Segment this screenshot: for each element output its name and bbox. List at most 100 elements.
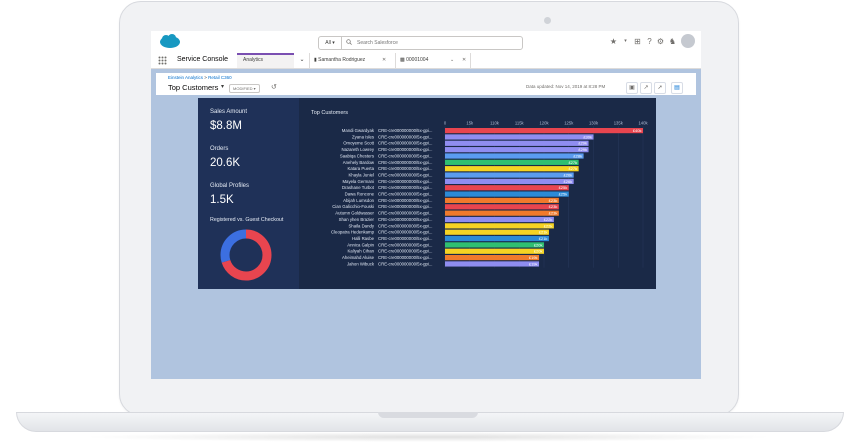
dashboard-header: Einstein Analytics > Retail C360 Top Cus… xyxy=(156,73,696,95)
app-launcher-icon[interactable] xyxy=(158,56,167,65)
customer-id-label: CRE-cre000000000/5x-gpi... xyxy=(378,128,432,133)
dashboard-canvas: Sales Amount $8.8M Orders 20.6K Global P… xyxy=(198,98,656,289)
bar-value-label: £25k xyxy=(559,185,568,190)
bar[interactable] xyxy=(445,248,544,254)
search-icon xyxy=(346,39,352,45)
bar[interactable] xyxy=(445,242,544,248)
customer-name-label: Annica Galpin xyxy=(347,242,374,247)
bar[interactable] xyxy=(445,159,579,165)
status-badge[interactable]: MODIFIED ▾ xyxy=(229,84,260,93)
bar[interactable] xyxy=(445,185,569,191)
tab-menu-chevron-down-icon[interactable]: ⌄ xyxy=(299,57,305,63)
bar[interactable] xyxy=(445,191,569,197)
salesforce-logo[interactable] xyxy=(159,34,181,49)
bar[interactable] xyxy=(445,229,549,235)
case-icon: ▩ xyxy=(400,57,405,63)
customer-name-label: Mayela Germani xyxy=(342,179,374,184)
favorites-chevron-down-icon[interactable]: ▾ xyxy=(624,38,627,44)
chart-icon[interactable]: ▤ xyxy=(671,82,683,94)
global-actions-plus-icon[interactable]: ⊞ xyxy=(634,37,641,46)
bar[interactable] xyxy=(445,147,589,153)
notifications-bell-icon[interactable]: ♞ xyxy=(668,37,677,46)
customer-name-label: Khayla Juniel xyxy=(348,172,374,177)
customer-id-label: CRE-cre000000000/5x-gpi... xyxy=(378,179,432,184)
bar[interactable] xyxy=(445,204,559,210)
donut-title: Registered vs. Guest Checkout xyxy=(210,217,284,223)
bar[interactable] xyxy=(445,134,594,140)
bar[interactable] xyxy=(445,235,549,242)
breadcrumb-link-retail-c360[interactable]: Retail C360 xyxy=(208,75,232,80)
kpi-value-orders[interactable]: 20.6K xyxy=(210,157,241,169)
bar[interactable] xyxy=(445,140,589,146)
x-tick-label: 140k xyxy=(638,121,648,126)
tab-samantha-rodriguez[interactable]: ▮ Samantha Rodriguez ✕ xyxy=(309,53,393,68)
status-badge-label: MODIFIED xyxy=(233,86,253,91)
tab-case-00001004[interactable]: ▩ 00001004 ⌄ ✕ xyxy=(395,53,471,68)
bar-value-label: £19k xyxy=(529,261,538,266)
bar[interactable] xyxy=(445,178,574,184)
global-header: All ▾ ★ ▾ ⊞ ? ⚙ ♞ xyxy=(151,31,701,54)
customer-id-label: CRE-cre000000000/5x-gpi... xyxy=(378,166,432,171)
data-updated-text: Data updated: Nov 14, 2019 at 8:28 PM xyxy=(526,84,606,89)
bar-value-label: £29k xyxy=(578,141,587,146)
bar-value-label: £21k xyxy=(539,236,548,241)
bar[interactable] xyxy=(445,197,559,204)
tab-close-icon[interactable]: ✕ xyxy=(462,57,467,63)
setup-gear-icon[interactable]: ⚙ xyxy=(656,37,665,46)
bar-value-label: £20k xyxy=(534,242,543,247)
x-tick-label: 120k xyxy=(539,121,549,126)
customer-name-label: Nazareth Lowrey xyxy=(342,147,375,152)
laptop-notch xyxy=(378,412,478,418)
bar[interactable] xyxy=(445,255,540,261)
x-tick-label: 135k xyxy=(614,121,624,126)
undo-icon[interactable]: ↺ xyxy=(271,84,277,91)
bar[interactable] xyxy=(445,166,579,172)
bar[interactable] xyxy=(445,216,554,223)
customer-name-label: Jahon Wibuck xyxy=(347,261,375,266)
tab-analytics[interactable]: Analytics xyxy=(237,53,294,68)
bar[interactable] xyxy=(445,172,574,178)
breadcrumb-link-einstein-analytics[interactable]: Einstein Analytics xyxy=(168,75,204,80)
kpi-value-global-profiles[interactable]: 1.5K xyxy=(210,194,234,206)
bar[interactable] xyxy=(445,153,584,159)
bar[interactable] xyxy=(445,223,554,229)
top-customers-bar-chart[interactable]: 0 15k 110k 115k 120k 125k 130k 135k 140k Mandi Gw… xyxy=(299,98,656,289)
bar[interactable] xyxy=(445,261,540,267)
search-scope-select[interactable]: All ▾ xyxy=(319,37,342,49)
donut-segment[interactable] xyxy=(220,229,272,281)
tab-label: Analytics xyxy=(243,57,264,63)
kpi-value-sales-amount[interactable]: $8.8M xyxy=(210,120,242,132)
share-icon[interactable]: ↗ xyxy=(640,82,652,94)
bar-value-label: £20k xyxy=(534,249,543,254)
bar[interactable] xyxy=(445,128,643,134)
favorites-star-icon[interactable]: ★ xyxy=(609,37,618,46)
app-name: Service Console xyxy=(177,56,228,63)
customer-id-label: CRE-cre000000000/5x-gpi... xyxy=(378,147,432,152)
app-screen: All ▾ ★ ▾ ⊞ ? ⚙ ♞ Service Console Analyt… xyxy=(151,31,701,379)
page-title: Top Customers xyxy=(168,83,219,92)
customer-name-label: Shan yhen Brazier xyxy=(339,217,375,222)
customer-id-label: CRE-cre000000000/5x-gpi... xyxy=(378,204,432,209)
save-icon[interactable]: ▣ xyxy=(626,82,638,94)
top-customers-chart-panel: Top Customers 0 15k 110k 115k 120k 125k 130k 13… xyxy=(299,98,656,289)
customer-id-label: CRE-cre000000000/5x-gpi... xyxy=(378,153,432,158)
user-avatar[interactable] xyxy=(681,34,695,48)
search-input[interactable] xyxy=(357,37,517,49)
explore-icon[interactable]: ➚ xyxy=(654,82,666,94)
customer-id-label: CRE-cre000000000/5x-gpi... xyxy=(378,192,432,197)
registered-vs-guest-donut-chart[interactable] xyxy=(219,228,273,282)
tab-close-icon[interactable]: ✕ xyxy=(382,57,387,63)
customer-name-label: Saabiqa Chesters xyxy=(340,153,374,158)
customer-id-label: CRE-cre000000000/5x-gpi... xyxy=(378,255,432,260)
customer-id-label: CRE-cre000000000/5x-gpi... xyxy=(378,242,432,247)
customer-name-label: Abijah Lumsdon xyxy=(343,198,374,203)
tab-chevron-down-icon[interactable]: ⌄ xyxy=(450,57,455,63)
x-tick-label: 130k xyxy=(589,121,599,126)
customer-id-label: CRE-cre000000000/5x-gpi... xyxy=(378,217,432,222)
help-icon[interactable]: ? xyxy=(647,37,652,46)
bar-value-label: £22k xyxy=(544,223,553,228)
global-search[interactable]: All ▾ xyxy=(318,36,523,50)
bar[interactable] xyxy=(445,210,559,216)
x-tick-label: 125k xyxy=(564,121,574,126)
title-chevron-down-icon[interactable]: ▾ xyxy=(221,84,225,90)
